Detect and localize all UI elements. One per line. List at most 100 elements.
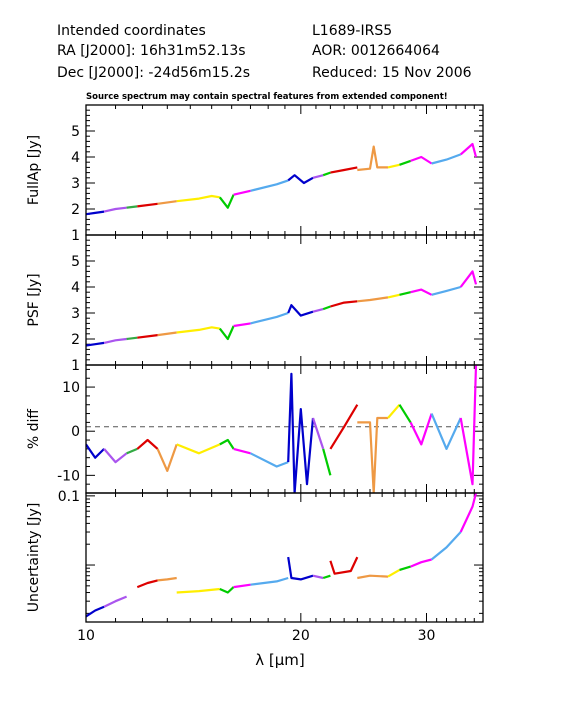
y-tick-label: -10 — [57, 468, 80, 484]
extended-component-note: Source spectrum may contain spectral fea… — [86, 92, 448, 102]
panel-4: 0.1 Uncertainty [Jy] — [26, 489, 484, 623]
series-line-14 — [357, 145, 388, 172]
panel-frame — [85, 234, 484, 366]
series-line-4 — [157, 576, 177, 582]
series-line-18 — [431, 153, 462, 165]
x-axis-label: λ [μm] — [255, 651, 305, 669]
series-line-12 — [329, 556, 359, 575]
x-tick-label: 10 — [77, 628, 95, 644]
header-right-line-3: Reduced: 15 Nov 2006 — [312, 65, 472, 81]
series-line-3 — [126, 205, 138, 209]
series-line-3 — [126, 336, 138, 341]
series-line-11 — [311, 417, 325, 450]
series-line-10 — [287, 372, 315, 493]
series-line-4 — [136, 438, 159, 450]
series-line-11 — [312, 308, 324, 313]
panel-frame — [85, 492, 484, 623]
series-line-15 — [387, 163, 400, 169]
series-line-6 — [176, 194, 220, 203]
y-tick-label: 5 — [71, 254, 80, 270]
series-line-18 — [430, 413, 462, 450]
series-line-5 — [157, 200, 177, 205]
series-line-1 — [86, 341, 105, 347]
x-tick-label: 30 — [418, 628, 436, 644]
panel-3: -10 0 10 % diff — [26, 364, 484, 494]
series-line-10 — [312, 574, 324, 580]
series-line-15 — [399, 565, 411, 571]
series-line-14 — [357, 296, 389, 303]
series-line-3 — [136, 579, 158, 589]
series-line-16 — [399, 159, 411, 166]
series-line-3 — [126, 447, 138, 455]
series-group — [86, 365, 478, 493]
series-line-2 — [103, 448, 128, 464]
series-line-13 — [330, 166, 358, 174]
x-tick-label: 20 — [292, 628, 310, 644]
y-axis-label: Uncertainty [Jy] — [26, 503, 42, 613]
panel-frame — [85, 104, 484, 236]
series-line-16 — [410, 558, 432, 568]
y-tick-label: 2 — [71, 202, 80, 218]
header-right-line-1: L1689-IRS5 — [312, 23, 392, 39]
series-line-18 — [459, 493, 478, 533]
series-line-2 — [103, 595, 128, 608]
panel-2: 1 2 3 4 5 PSF [Jy] — [26, 234, 484, 374]
series-line-17 — [410, 155, 433, 165]
y-tick-label: 10 — [62, 380, 80, 396]
series-line-8 — [250, 576, 289, 586]
series-group — [86, 270, 478, 347]
series-line-19 — [459, 142, 478, 158]
series-line-6 — [176, 443, 221, 455]
header-left-line-2: RA [J2000]: 16h31m52.13s — [57, 43, 246, 59]
y-tick-label: 0.1 — [58, 489, 80, 505]
series-line-2 — [103, 337, 127, 344]
y-tick-label: 3 — [71, 306, 80, 322]
panel-frame — [85, 364, 484, 494]
series-line-15 — [387, 293, 400, 299]
series-line-1 — [86, 443, 105, 459]
series-line-16 — [399, 291, 411, 296]
series-line-10 — [287, 174, 314, 185]
series-line-11 — [322, 574, 331, 580]
series-line-15 — [387, 403, 401, 419]
series-line-4 — [137, 202, 158, 208]
series-line-14 — [387, 568, 401, 578]
series-line-19 — [459, 365, 478, 486]
series-line-5 — [156, 444, 178, 472]
series-line-9 — [250, 179, 289, 192]
series-line-17 — [410, 288, 433, 296]
series-line-11 — [312, 174, 324, 179]
series-group — [86, 493, 478, 618]
series-line-8 — [233, 189, 251, 196]
y-tick-label: 1 — [71, 358, 80, 374]
series-line-14 — [357, 416, 388, 493]
series-line-17 — [409, 413, 433, 446]
y-tick-label: 4 — [71, 280, 80, 296]
y-axis-label: PSF [Jy] — [26, 273, 42, 326]
panels: 1 2 3 4 5 FullAp [Jy] 1 2 3 4 5 PSF [Jy] -10 0 10 % dif… — [26, 104, 484, 623]
series-line-6 — [176, 326, 220, 334]
x-tick-labels: 10 20 30 — [77, 628, 435, 644]
y-tick-label: 3 — [71, 176, 80, 192]
header-left-line-1: Intended coordinates — [57, 23, 206, 39]
y-tick-label: 0 — [71, 424, 80, 440]
series-line-7 — [218, 325, 235, 341]
series-line-5 — [176, 587, 220, 594]
header-right-line-2: AOR: 0012664064 — [312, 43, 440, 59]
series-line-18 — [431, 285, 461, 296]
series-line-9 — [250, 311, 289, 325]
series-line-9 — [287, 556, 314, 581]
series-line-19 — [459, 270, 478, 288]
y-tick-label: 4 — [71, 150, 80, 166]
series-line-1 — [86, 210, 105, 216]
panel-1: 1 2 3 4 5 FullAp [Jy] — [26, 104, 484, 244]
series-line-8 — [233, 322, 251, 328]
y-tick-label: 5 — [71, 124, 80, 140]
y-axis-label: % diff — [26, 409, 42, 450]
series-line-9 — [250, 452, 289, 468]
series-line-12 — [322, 448, 332, 476]
series-line-7 — [219, 438, 235, 450]
y-tick-label: 2 — [71, 332, 80, 348]
series-line-17 — [430, 531, 462, 561]
